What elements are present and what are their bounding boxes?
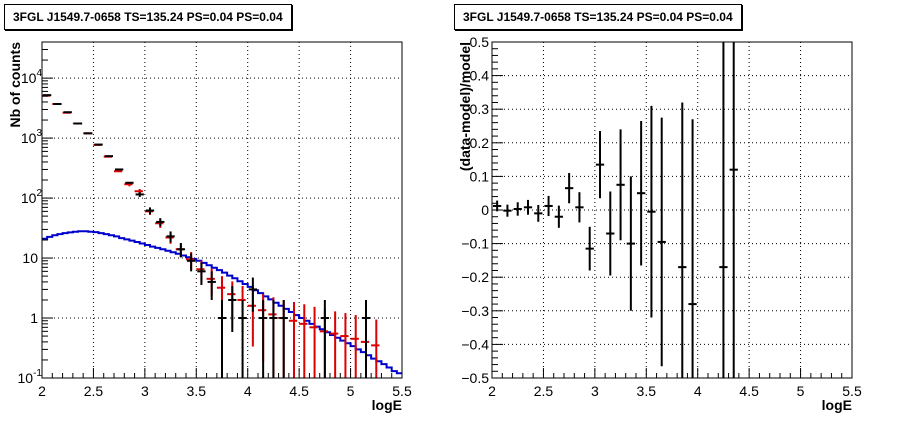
left-grid [42, 42, 402, 378]
right-axes: 2 2.5 3 3.5 4 4.5 5 5.5 −0.5 −0.4 −0.3 −0.2 −0.1 0 0.1… [461, 34, 862, 399]
right-chart-title: 3FGL J1549.7-0658 TS=135.24 PS=0.04 PS=0… [454, 4, 742, 30]
right-y-tick-label: −0.3 [461, 303, 489, 319]
left-x-tick-label: 3.5 [187, 383, 207, 399]
right-x-axis-label: logE [822, 397, 852, 413]
right-x-tick-label: 5.5 [842, 383, 862, 399]
right-y-tick-label: −0.4 [461, 336, 489, 352]
left-panel: 2 2.5 3 3.5 4 4.5 5 5.5 10-1 1 10 102 103 104 logE Nb… [7, 41, 412, 413]
right-y-axis-label: (data-model)/model [457, 42, 473, 171]
left-x-tick-label: 4 [244, 383, 252, 399]
right-x-tick-label: 4 [694, 383, 702, 399]
left-plot-frame [41, 41, 403, 379]
right-x-tick-label: 4.5 [739, 383, 759, 399]
right-x-tick-label: 5 [797, 383, 805, 399]
left-background-histogram [42, 230, 402, 375]
left-y-tick-label: 10 [22, 250, 38, 266]
right-y-tick-label: −0.5 [461, 370, 489, 386]
left-y-tick-label: 102 [21, 188, 43, 206]
right-x-tick-label: 2 [488, 383, 496, 399]
right-y-tick-label: 0.4 [470, 68, 490, 84]
right-y-tick-label: 0.1 [470, 168, 490, 184]
left-y-tick-label: 103 [21, 128, 43, 146]
left-series [42, 94, 402, 378]
left-x-tick-label: 5.5 [392, 383, 412, 399]
left-axes: 2 2.5 3 3.5 4 4.5 5 5.5 10-1 1 10 102 103 104 [18, 41, 412, 399]
right-y-tick-label: 0.2 [470, 135, 490, 151]
left-x-tick-label: 3 [141, 383, 149, 399]
left-y-axis-label: Nb of counts [7, 42, 23, 128]
left-x-tick-label: 2 [38, 383, 46, 399]
left-chart-title: 3FGL J1549.7-0658 TS=135.24 PS=0.04 PS=0… [4, 4, 292, 30]
left-x-tick-label: 5 [347, 383, 355, 399]
right-y-tick-label: 0.5 [470, 34, 490, 50]
left-y-tick-label: 1 [30, 310, 38, 326]
right-grid [492, 42, 852, 378]
left-y-tick-label: 10-1 [18, 368, 43, 386]
right-x-tick-label: 3.5 [637, 383, 657, 399]
left-y-tick-label: 104 [21, 68, 43, 86]
right-y-tick-label: −0.1 [461, 236, 489, 252]
right-x-tick-label: 3 [591, 383, 599, 399]
left-x-tick-label: 4.5 [289, 383, 309, 399]
right-y-tick-label: 0.3 [470, 101, 490, 117]
right-y-tick-label: 0 [481, 202, 489, 218]
left-x-tick-label: 2.5 [84, 383, 104, 399]
right-series [493, 42, 738, 378]
right-panel: 2 2.5 3 3.5 4 4.5 5 5.5 −0.5 −0.4 −0.3 −0.2 −0.1 0 0.1… [457, 34, 862, 413]
left-x-axis-label: logE [372, 397, 402, 413]
right-y-tick-label: −0.2 [461, 269, 489, 285]
right-x-tick-label: 2.5 [534, 383, 554, 399]
